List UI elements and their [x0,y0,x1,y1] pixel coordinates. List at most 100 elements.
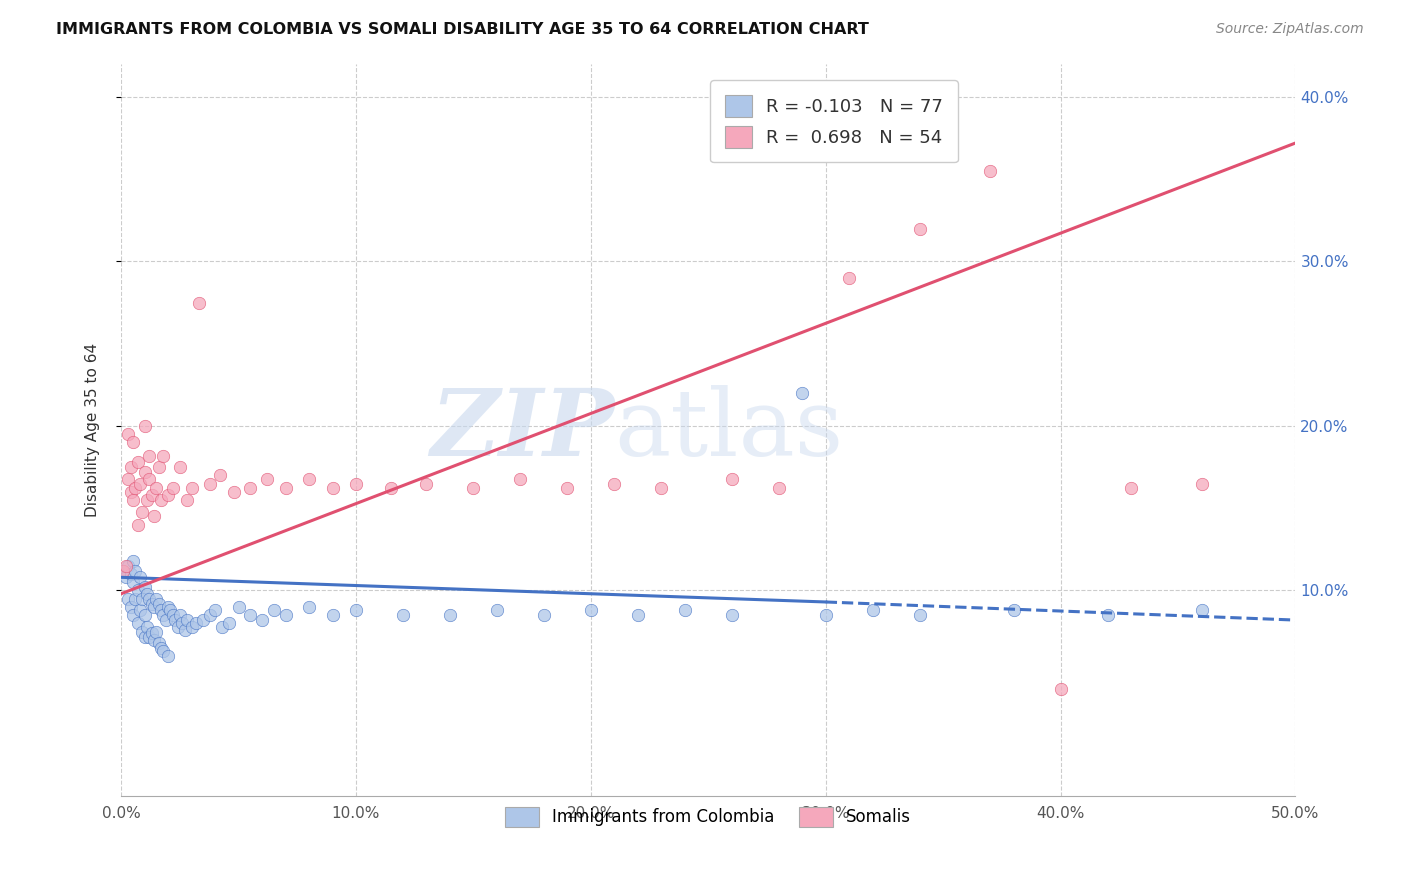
Point [120,484,142,499]
Point [122,554,145,568]
Point [157,599,180,614]
Point [298,472,321,486]
Point [274,608,297,623]
Point [129,570,152,584]
Point [650,482,672,496]
Legend: Immigrants from Colombia, Somalis: Immigrants from Colombia, Somalis [498,798,920,835]
Text: ZIP: ZIP [430,385,614,475]
Point [145,624,167,639]
Point [131,624,153,639]
Point [136,620,159,634]
Point [176,613,198,627]
Point [792,386,814,401]
Point [162,608,184,623]
Point [180,620,202,634]
Point [162,482,184,496]
Point [143,599,166,614]
Point [838,271,860,285]
Point [152,644,174,658]
Point [263,603,285,617]
Point [150,640,173,655]
Point [193,613,215,627]
Point [169,608,191,623]
Text: Source: ZipAtlas.com: Source: ZipAtlas.com [1216,22,1364,37]
Point [127,616,149,631]
Point [204,603,226,617]
Point [141,626,163,640]
Point [122,575,145,590]
Point [908,221,931,235]
Point [114,570,136,584]
Point [145,591,167,606]
Point [250,613,273,627]
Point [134,419,156,434]
Point [145,482,167,496]
Point [344,476,367,491]
Point [117,591,139,606]
Y-axis label: Disability Age 35 to 64: Disability Age 35 to 64 [86,343,100,517]
Point [239,482,262,496]
Point [157,649,180,664]
Point [141,488,163,502]
Point [112,564,135,578]
Point [134,608,156,623]
Point [148,636,170,650]
Point [344,603,367,617]
Point [117,472,139,486]
Point [187,295,209,310]
Point [186,616,208,631]
Point [143,509,166,524]
Point [274,482,297,496]
Point [321,482,343,496]
Point [131,591,153,606]
Point [120,567,142,582]
Point [439,608,461,623]
Point [673,603,696,617]
Point [157,488,180,502]
Point [979,164,1001,178]
Text: IMMIGRANTS FROM COLOMBIA VS SOMALI DISABILITY AGE 35 TO 64 CORRELATION CHART: IMMIGRANTS FROM COLOMBIA VS SOMALI DISAB… [56,22,869,37]
Point [136,587,159,601]
Point [392,608,415,623]
Point [603,476,626,491]
Point [579,603,602,617]
Point [176,493,198,508]
Point [120,460,142,475]
Point [120,599,142,614]
Point [134,630,156,644]
Point [485,603,508,617]
Point [208,468,231,483]
Point [1191,603,1213,617]
Point [143,632,166,647]
Point [124,482,146,496]
Point [200,476,222,491]
Point [134,580,156,594]
Point [127,583,149,598]
Point [509,472,531,486]
Point [557,482,579,496]
Point [1002,603,1025,617]
Point [114,558,136,573]
Point [122,608,145,623]
Point [112,564,135,578]
Point [165,613,187,627]
Point [1097,608,1119,623]
Point [155,613,177,627]
Point [533,608,555,623]
Point [148,597,170,611]
Point [200,608,222,623]
Point [150,603,173,617]
Point [239,608,262,623]
Point [129,476,152,491]
Point [138,472,160,486]
Point [150,493,173,508]
Point [122,493,145,508]
Point [117,427,139,442]
Point [134,465,156,479]
Text: atlas: atlas [614,385,844,475]
Point [180,482,202,496]
Point [129,603,152,617]
Point [211,620,233,634]
Point [228,599,250,614]
Point [166,620,188,634]
